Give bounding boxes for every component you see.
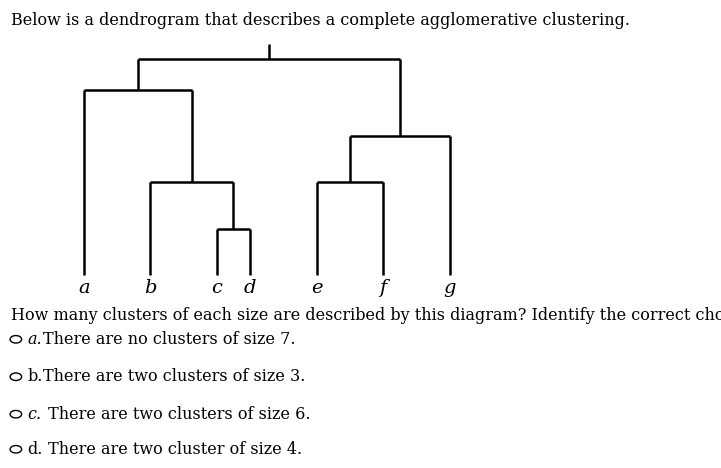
Text: There are two clusters of size 3.: There are two clusters of size 3. <box>43 368 306 385</box>
Text: f: f <box>380 279 387 298</box>
Text: b: b <box>144 279 156 298</box>
Text: There are two clusters of size 6.: There are two clusters of size 6. <box>43 406 311 423</box>
Text: d: d <box>244 279 257 298</box>
Text: e: e <box>311 279 322 298</box>
Text: b.: b. <box>27 368 43 385</box>
Text: There are two cluster of size 4.: There are two cluster of size 4. <box>43 441 302 458</box>
Text: a.: a. <box>27 331 42 348</box>
Text: a: a <box>78 279 89 298</box>
Text: There are no clusters of size 7.: There are no clusters of size 7. <box>43 331 296 348</box>
Text: d.: d. <box>27 441 43 458</box>
Text: c: c <box>211 279 222 298</box>
Text: Below is a dendrogram that describes a complete agglomerative clustering.: Below is a dendrogram that describes a c… <box>11 12 630 29</box>
Text: g: g <box>443 279 456 298</box>
Text: How many clusters of each size are described by this diagram? Identify the corre: How many clusters of each size are descr… <box>11 307 721 323</box>
Text: c.: c. <box>27 406 42 423</box>
